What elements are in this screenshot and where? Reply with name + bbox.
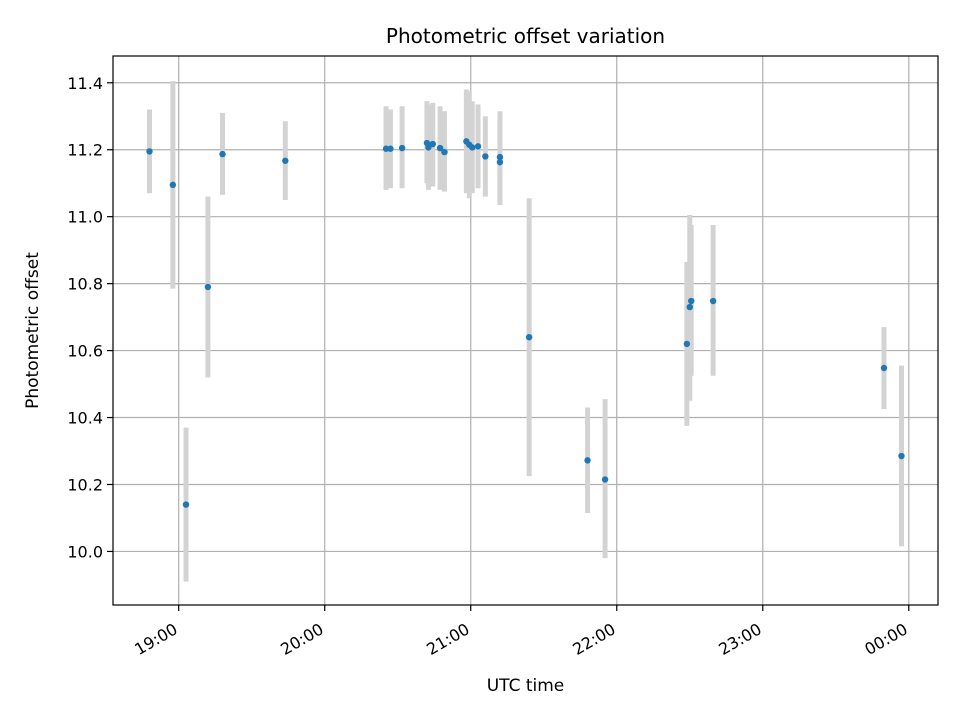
data-point	[469, 144, 476, 151]
data-point	[282, 157, 289, 164]
x-tick-label: 19:00	[131, 619, 180, 659]
data-point	[219, 150, 226, 158]
y-tick-label: 10.2	[67, 475, 103, 494]
plot-frame	[112, 55, 939, 606]
data-point	[688, 297, 695, 305]
x-tick-label: 23:00	[715, 619, 764, 659]
y-tick-label: 10.0	[67, 542, 103, 561]
y-tick-label: 11.4	[67, 74, 103, 93]
data-point	[169, 181, 177, 189]
y-tick-label: 10.4	[67, 409, 103, 428]
y-axis-label: Photometric offset	[23, 252, 43, 409]
data-point	[686, 303, 693, 311]
data-point	[441, 148, 448, 156]
grid	[113, 56, 938, 605]
y-tick-label: 11.2	[67, 141, 103, 160]
x-axis-label: UTC time	[487, 676, 565, 696]
data-point	[683, 340, 691, 348]
data-point	[898, 452, 905, 460]
data-point	[182, 501, 190, 508]
data-point	[382, 145, 390, 152]
data-point	[425, 144, 432, 151]
y-tick-label: 10.6	[67, 342, 103, 361]
data-point	[436, 144, 444, 152]
x-axis-ticks: 19:00 20:00 21:00 22:00 23:00 00:00	[131, 605, 911, 659]
data-point	[204, 283, 212, 291]
y-tick-label: 11.0	[67, 208, 103, 227]
data-point	[525, 333, 533, 341]
error-bars	[147, 81, 904, 582]
data-point	[474, 143, 482, 150]
data-point	[482, 153, 489, 160]
x-tick-label: 20:00	[277, 619, 326, 659]
data-points	[146, 138, 905, 508]
data-point	[584, 457, 591, 464]
data-point	[709, 297, 717, 305]
x-tick-label: 00:00	[861, 619, 910, 659]
data-point	[398, 144, 406, 152]
data-point	[387, 145, 394, 152]
data-point	[601, 476, 609, 483]
y-tick-label: 10.8	[67, 275, 103, 294]
data-point	[429, 140, 436, 148]
chart-title: Photometric offset variation	[386, 24, 665, 48]
data-point	[496, 153, 504, 161]
y-axis-ticks: 10.0 10.2 10.4 10.6 10.8 11.0 11.2 11.4	[67, 74, 113, 561]
x-tick-label: 22:00	[569, 619, 618, 659]
data-point	[496, 158, 504, 166]
x-tick-label: 21:00	[423, 619, 472, 659]
data-point	[880, 364, 888, 372]
data-point	[146, 148, 153, 155]
